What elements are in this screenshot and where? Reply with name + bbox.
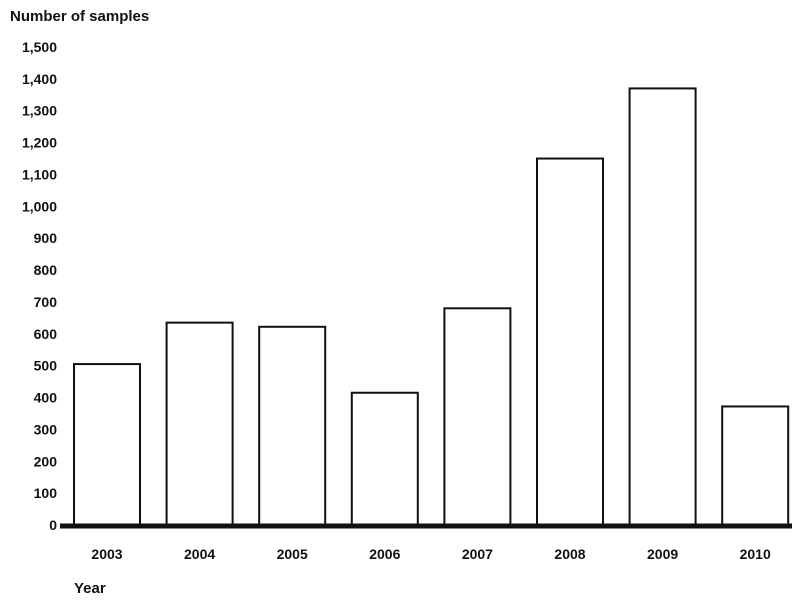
y-tick-label: 700 [34, 294, 58, 310]
y-tick-label: 300 [34, 421, 58, 437]
x-tick-label: 2003 [91, 546, 122, 562]
y-axis-title: Number of samples [10, 8, 150, 25]
bar-2003 [73, 363, 141, 526]
y-tick-label: 600 [34, 326, 58, 342]
y-tick-label: 1,300 [22, 103, 57, 119]
y-tick-label: 100 [34, 485, 58, 501]
bar-2007 [443, 307, 512, 526]
y-tick-label: 1,000 [22, 198, 57, 214]
x-tick-label: 2007 [462, 546, 493, 562]
y-tick-label: 1,100 [22, 166, 57, 182]
y-tick-label: 1,500 [22, 39, 57, 55]
x-tick-label: 2005 [277, 546, 308, 562]
bar-2009 [628, 87, 697, 526]
bar-2006 [350, 391, 419, 526]
y-tick-label: 900 [34, 230, 58, 246]
bar-2005 [258, 325, 327, 526]
x-tick-label: 2004 [184, 546, 215, 562]
y-tick-label: 400 [34, 390, 58, 406]
y-tick-label: 500 [34, 358, 58, 374]
y-tick-label: 0 [49, 517, 57, 533]
x-axis-title: Year [74, 580, 106, 597]
bar-2010 [721, 405, 790, 526]
x-tick-label: 2010 [740, 546, 771, 562]
y-tick-label: 1,400 [22, 71, 57, 87]
y-tick-label: 1,200 [22, 135, 57, 151]
x-tick-label: 2009 [647, 546, 678, 562]
bar-2008 [536, 157, 604, 527]
bar-2004 [165, 321, 234, 526]
x-tick-label: 2008 [554, 546, 585, 562]
y-tick-label: 800 [34, 262, 58, 278]
y-tick-label: 200 [34, 453, 58, 469]
x-tick-label: 2006 [369, 546, 400, 562]
